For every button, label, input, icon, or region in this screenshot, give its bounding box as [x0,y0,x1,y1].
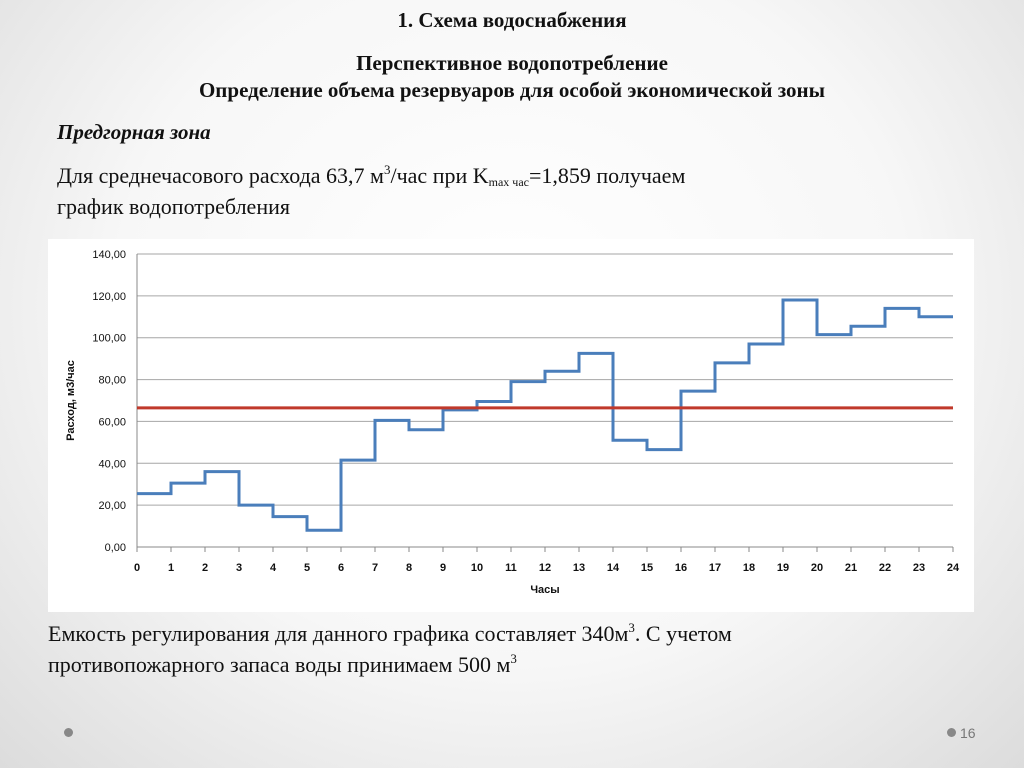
x-tick-label: 21 [845,562,857,574]
desc-part-2: /час при K [390,163,489,188]
subtitle-line-2: Определение объема резервуаров для особо… [198,78,826,102]
x-tick-label: 0 [134,562,140,574]
x-tick-label: 14 [607,562,620,574]
consumption-chart: 0,00 20,00 40,00 60,00 80,00 100,00 120,00 140,… [65,249,960,596]
conclusion: Емкость регулирования для данного график… [48,618,988,680]
y-tick-label: 100,00 [92,333,126,345]
x-tick-label: 13 [573,562,585,574]
desc-sup: 3 [383,162,391,177]
desc-part-3: =1,859 получаем [528,163,686,188]
x-tick-label: 8 [406,562,412,574]
description: Для среднечасового расхода 63,7 м3/час п… [57,160,937,222]
x-tick-label: 17 [709,562,721,574]
x-tick-label: 1 [168,562,174,574]
x-tick-label: 11 [505,562,517,574]
consumption-step-line [137,298,953,532]
slide-title: 1. Схема водоснабжения [397,8,627,32]
conclusion-sup-1: 3 [628,620,635,635]
x-tick-label: 19 [777,562,789,574]
x-tick-label: 2 [202,562,208,574]
y-tick-label: 40,00 [98,458,126,470]
x-tick-label: 4 [270,562,277,574]
x-tick-label: 6 [338,562,344,574]
x-tick-label: 7 [372,562,378,574]
conclusion-sup-2: 3 [510,651,517,666]
x-tick-label: 24 [947,562,960,574]
x-tick-label: 15 [641,562,653,574]
y-tick-label: 80,00 [98,375,126,387]
y-tick-label: 60,00 [98,416,126,428]
x-tick-label: 10 [471,562,483,574]
conclusion-part-2: . С учетом [634,621,732,646]
conclusion-line-2: противопожарного запаса воды принимаем 5… [48,652,511,677]
y-tick-label: 0,00 [105,542,126,554]
x-tick-label: 3 [236,562,242,574]
x-tick-label: 5 [304,562,310,574]
desc-line-2: график водопотребления [57,194,290,219]
desc-sub: max час [488,175,529,189]
x-axis-title: Часы [530,584,559,596]
x-tick-label: 18 [743,562,755,574]
desc-part-1: Для среднечасового расхода 63,7 м [57,163,384,188]
x-tick-label: 12 [539,562,551,574]
conclusion-part-1: Емкость регулирования для данного график… [48,621,629,646]
decorative-dot [64,728,73,737]
decorative-dot [947,728,956,737]
y-tick-label: 20,00 [98,500,126,512]
x-tick-label: 22 [879,562,891,574]
x-tick-label: 9 [440,562,446,574]
page-number: 16 [960,725,976,741]
x-tick-label: 23 [913,562,925,574]
slide-subtitle: Перспективное водопотребление Определени… [0,50,1024,104]
x-tick-label: 16 [675,562,687,574]
subtitle-line-1: Перспективное водопотребление [356,51,668,75]
zone-heading: Предгорная зона [57,120,211,144]
y-tick-label: 120,00 [92,291,126,303]
y-axis-title: Расход, м3/час [65,360,77,441]
y-tick-label: 140,00 [92,249,126,261]
x-tick-label: 20 [811,562,823,574]
chart-container: 0,00 20,00 40,00 60,00 80,00 100,00 120,00 140,… [48,239,974,612]
